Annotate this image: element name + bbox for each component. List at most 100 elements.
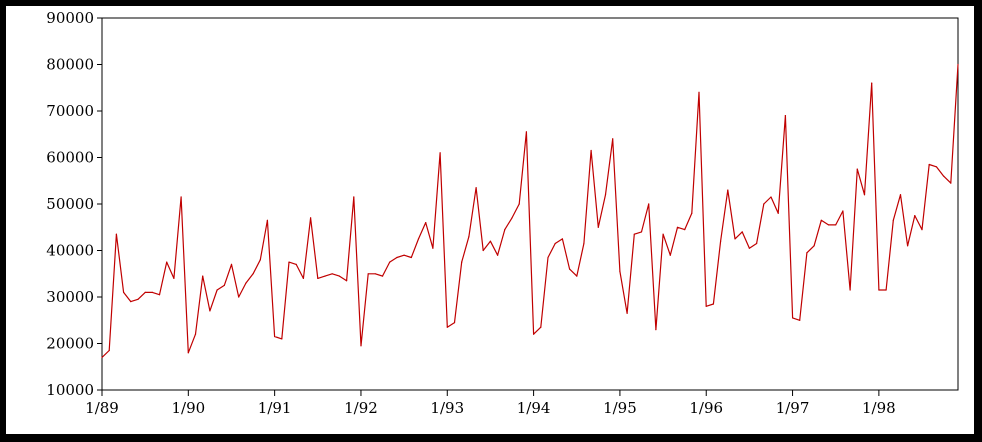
data-point [158, 294, 161, 296]
data-point [338, 275, 340, 277]
data-point [166, 261, 168, 263]
data-point [216, 289, 218, 291]
data-point [317, 277, 319, 279]
x-tick-label: 1/89 [85, 399, 119, 417]
y-tick-label: 20000 [46, 335, 94, 353]
data-point [619, 270, 621, 272]
data-point [173, 277, 175, 279]
data-point [281, 338, 283, 340]
data-point [698, 91, 700, 93]
data-point [367, 273, 369, 275]
data-point [885, 289, 887, 291]
data-point [655, 329, 657, 331]
data-point [712, 303, 715, 305]
data-point [151, 291, 153, 293]
data-point [360, 345, 362, 347]
data-point [856, 168, 858, 170]
data-point [640, 231, 643, 233]
data-point [331, 273, 333, 275]
data-point [871, 82, 873, 84]
data-point [928, 163, 930, 166]
data-point [137, 298, 139, 300]
plot-area [101, 63, 959, 358]
y-tick-label: 80000 [46, 56, 94, 74]
data-point [446, 326, 448, 328]
x-tick-label: 1/95 [603, 399, 637, 417]
data-point [633, 233, 635, 235]
data-point [669, 254, 671, 256]
data-point [748, 247, 751, 249]
series-line [101, 64, 959, 358]
data-point [604, 194, 607, 196]
data-point [597, 226, 599, 228]
data-point [741, 231, 743, 233]
data-point [144, 291, 146, 293]
data-point [123, 291, 125, 293]
data-point [417, 238, 420, 240]
data-point [806, 252, 808, 254]
line-chart: 10000 20000 30000 40000 50000 60000 70000 80000… [46, 9, 959, 417]
data-point [626, 312, 628, 314]
axes [101, 17, 959, 391]
y-tick-label: 50000 [46, 195, 94, 213]
data-point [813, 245, 815, 247]
data-point [180, 196, 182, 198]
data-point [612, 138, 614, 140]
data-point [935, 166, 938, 168]
data-point [554, 242, 556, 245]
data-point [863, 194, 866, 196]
data-point [468, 236, 470, 238]
data-point [561, 238, 564, 240]
data-point [540, 326, 542, 328]
data-point [209, 310, 211, 312]
data-point [115, 233, 117, 235]
data-point [403, 254, 405, 256]
data-point [770, 196, 772, 198]
data-point [288, 261, 290, 263]
data-point [734, 238, 736, 240]
x-tick-label: 1/97 [776, 399, 810, 417]
data-point [720, 240, 722, 242]
data-point [583, 242, 585, 245]
data-point [525, 131, 528, 133]
y-tick-label: 60000 [46, 149, 94, 167]
data-point [497, 254, 499, 256]
data-point [662, 233, 664, 235]
data-point [381, 275, 384, 277]
data-point [482, 249, 484, 252]
data-point [777, 212, 779, 214]
data-point [899, 194, 902, 196]
data-point [194, 333, 197, 335]
data-point [410, 256, 412, 259]
data-point [533, 333, 535, 335]
data-point [274, 335, 276, 338]
y-tick-label: 70000 [46, 102, 94, 120]
data-point [518, 203, 520, 205]
data-point [648, 203, 650, 205]
x-tick-label: 1/92 [344, 399, 378, 417]
data-point [374, 273, 376, 275]
data-point [504, 229, 506, 231]
data-point [266, 219, 268, 221]
x-tick-label: 1/90 [171, 399, 205, 417]
data-point [432, 247, 434, 249]
data-point [921, 229, 923, 231]
data-point [914, 215, 916, 217]
data-point [324, 275, 326, 277]
data-point [835, 224, 837, 226]
data-point [569, 268, 571, 270]
data-point [353, 196, 355, 198]
data-point [108, 349, 110, 352]
chart-frame: 10000 20000 30000 40000 50000 60000 70000 80000… [6, 6, 974, 434]
data-point [763, 203, 765, 205]
data-point [439, 152, 441, 154]
data-point [907, 245, 909, 247]
data-point [396, 256, 398, 259]
data-point [842, 210, 844, 212]
data-point [950, 182, 952, 184]
data-point [943, 175, 945, 177]
y-tick-label: 40000 [46, 242, 94, 260]
data-point [684, 229, 686, 231]
y-tick-label: 90000 [46, 9, 94, 27]
x-tick-label: 1/98 [862, 399, 896, 417]
